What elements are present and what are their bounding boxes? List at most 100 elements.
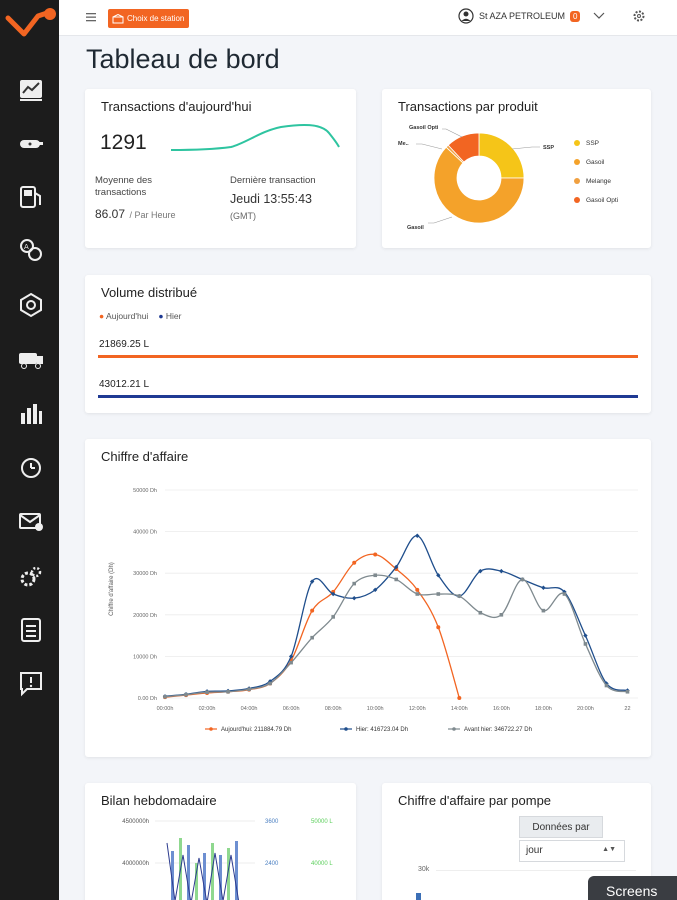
user-menu[interactable]: St AZA PETROLEUM 0 — [458, 8, 605, 24]
week-bar[interactable] — [235, 841, 238, 900]
station-button-label: Choix de station — [127, 14, 185, 23]
topbar: Choix de station St AZA PETROLEUM 0 — [59, 0, 677, 36]
x-tick-label: 20:00h — [577, 706, 594, 712]
data-point[interactable] — [415, 587, 420, 592]
data-point[interactable] — [541, 608, 546, 613]
data-point[interactable] — [499, 613, 504, 617]
station-icon — [112, 13, 124, 23]
data-point[interactable] — [457, 594, 462, 598]
week-bar[interactable] — [203, 853, 206, 900]
gear-icon[interactable] — [632, 9, 646, 23]
checklist-icon[interactable] — [16, 615, 46, 645]
reports-icon[interactable] — [16, 398, 46, 428]
data-point[interactable] — [625, 689, 630, 694]
data-point[interactable] — [310, 635, 314, 640]
data-point[interactable] — [436, 625, 441, 630]
x-tick-label: 12:00h — [409, 706, 426, 712]
legend-label-gasoil-opti: Gasoil Opti — [586, 197, 618, 204]
data-point[interactable] — [289, 660, 293, 665]
y-tick-right: 3600 — [265, 819, 279, 825]
data-point[interactable] — [352, 595, 357, 601]
data-point[interactable] — [352, 581, 356, 586]
legend-today[interactable]: ● Aujourd'hui — [99, 311, 149, 321]
y-tick-label: 10000 Dh — [133, 654, 157, 660]
page-title: Tableau de bord — [86, 44, 280, 74]
app-logo[interactable] — [4, 6, 56, 40]
dashboard-icon[interactable] — [16, 75, 46, 105]
data-point[interactable] — [583, 642, 588, 646]
week-bar[interactable] — [227, 848, 230, 900]
data-point[interactable] — [583, 633, 588, 638]
y-axis-label: Chiffre d'affaire (Dh) — [109, 562, 115, 616]
y-tick-label: 50000 Dh — [133, 488, 157, 494]
pie-slice-gasoil-opti[interactable] — [447, 132, 480, 163]
data-point[interactable] — [268, 681, 272, 686]
data-point[interactable] — [331, 615, 335, 619]
fuel-gun-icon[interactable] — [16, 129, 46, 159]
data-point[interactable] — [247, 687, 251, 692]
data-point[interactable] — [205, 690, 209, 694]
users-icon[interactable]: A — [16, 235, 46, 265]
legend-yesterday[interactable]: ● Hier — [158, 311, 182, 321]
pie-slice-gasoil[interactable] — [433, 146, 525, 224]
data-point[interactable] — [394, 577, 399, 582]
data-point[interactable] — [562, 592, 567, 596]
x-tick-label: 06:00h — [283, 706, 300, 712]
x-tick-label: 04:00h — [241, 706, 258, 712]
x-tick-label: 10:00h — [367, 706, 384, 712]
data-point[interactable] — [478, 568, 483, 574]
data-point[interactable] — [541, 585, 546, 590]
data-point[interactable] — [309, 579, 315, 584]
data-point[interactable] — [163, 694, 167, 699]
data-point[interactable] — [184, 692, 188, 697]
legend-marker — [452, 727, 456, 731]
card-title: Chiffre d'affaire par pompe — [398, 793, 552, 808]
feedback-icon[interactable] — [16, 668, 46, 698]
avg-block: 86.07 / Par Heure — [95, 205, 176, 223]
user-name: St AZA PETROLEUM — [479, 11, 566, 21]
fuel-pump-icon[interactable] — [16, 182, 46, 212]
truck-icon[interactable] — [16, 344, 46, 374]
gears-icon[interactable] — [16, 562, 46, 592]
data-point[interactable] — [226, 689, 230, 694]
pump-bar — [416, 893, 421, 900]
x-tick-label: 14:00h — [451, 706, 468, 712]
week-bar[interactable] — [219, 855, 222, 900]
x-tick-label: 22 — [624, 706, 630, 712]
period-select[interactable]: jour ▲▼ — [519, 840, 625, 862]
data-point[interactable] — [310, 608, 315, 613]
legend-item-2[interactable]: Avant hier: 346722.27 Dh — [448, 727, 532, 733]
station-select-button[interactable]: Choix de station — [108, 9, 190, 28]
y-tick-right: 50000 L — [311, 819, 333, 825]
data-point[interactable] — [373, 552, 378, 557]
volume-yesterday-bar — [98, 395, 638, 398]
settings-hex-icon[interactable] — [16, 290, 46, 320]
data-point[interactable] — [499, 568, 504, 574]
screens-overlay-tab[interactable]: Screens — [588, 876, 677, 900]
data-point[interactable] — [436, 592, 441, 596]
data-point[interactable] — [373, 573, 378, 578]
data-point[interactable] — [520, 577, 525, 582]
week-bar[interactable] — [171, 851, 174, 900]
legend-item-1[interactable]: Hier: 416723.04 Dh — [340, 727, 408, 733]
last-transaction-label: Dernière transaction — [230, 175, 316, 186]
data-point[interactable] — [415, 592, 420, 596]
alarm-icon[interactable] — [16, 452, 46, 482]
data-point[interactable] — [457, 696, 462, 700]
data-point[interactable] — [604, 683, 609, 688]
data-point[interactable] — [478, 610, 483, 615]
week-bar[interactable] — [195, 863, 198, 900]
legend-item-0[interactable]: Aujourd'hui: 211884.79 Dh — [205, 727, 291, 733]
pie-slice-ssp[interactable] — [478, 132, 525, 179]
card-title: Volume distribué — [101, 285, 198, 300]
last-transaction-tz: (GMT) — [230, 211, 256, 221]
week-bar[interactable] — [187, 845, 190, 900]
data-point[interactable] — [352, 560, 357, 565]
slice-label-melange: Me.. — [398, 141, 409, 147]
mail-settings-icon[interactable] — [16, 506, 46, 536]
user-avatar-icon — [458, 8, 474, 24]
menu-icon[interactable] — [85, 11, 97, 23]
data-point[interactable] — [330, 591, 336, 597]
data-point[interactable] — [415, 533, 420, 538]
period-select-value: jour — [526, 845, 543, 856]
